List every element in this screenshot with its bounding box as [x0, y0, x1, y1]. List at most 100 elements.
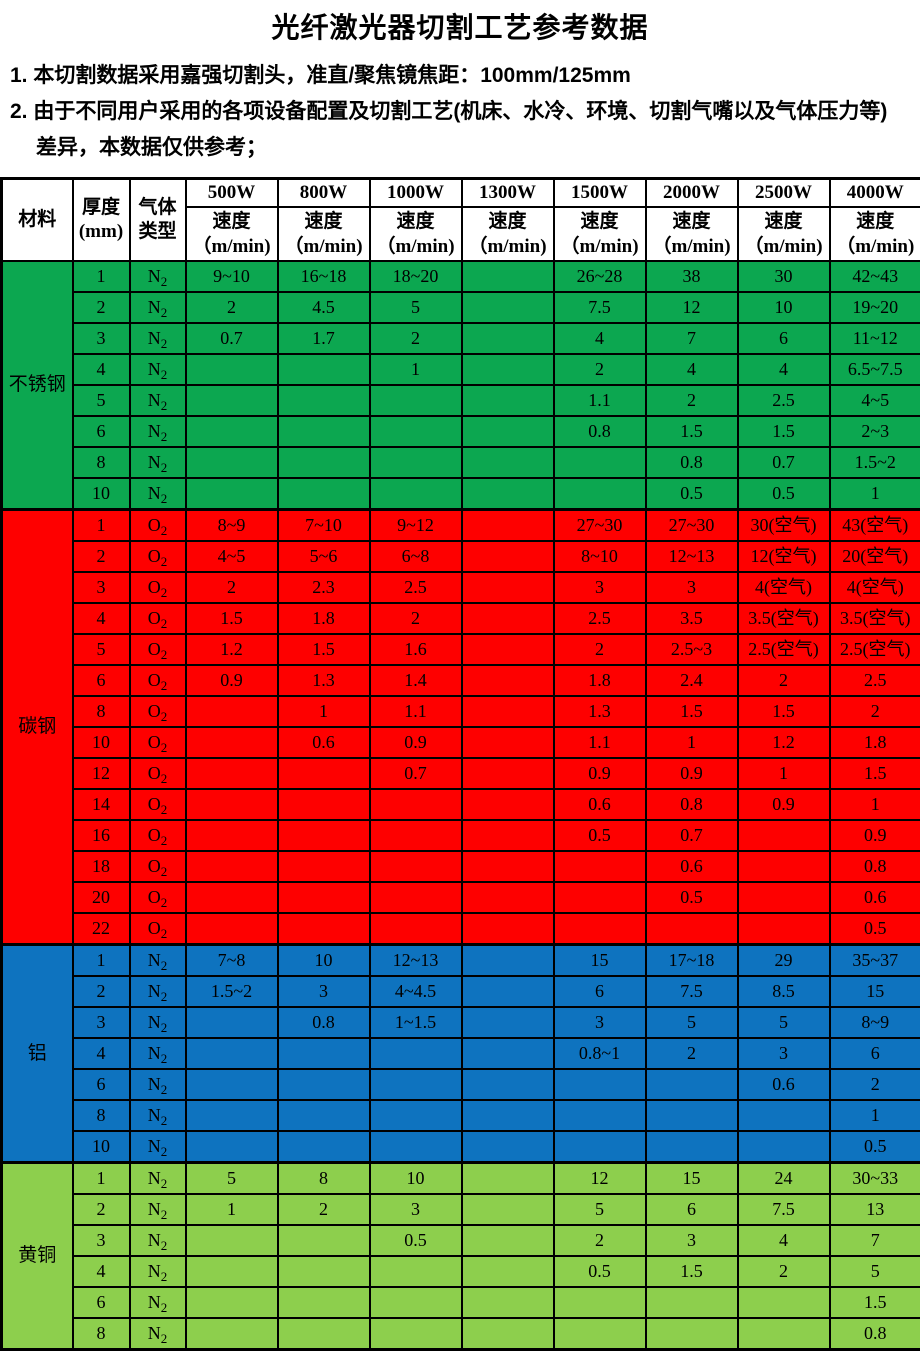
speed-cell — [370, 913, 462, 945]
speed-cell: 1.1 — [370, 696, 462, 727]
speed-cell: 1.5~2 — [830, 447, 920, 478]
speed-cell — [646, 1100, 738, 1131]
gas-cell: O2 — [130, 541, 186, 572]
speed-cell — [186, 820, 278, 851]
speed-cell — [462, 385, 554, 416]
speed-cell: 8.5 — [738, 976, 830, 1007]
power-header-500w: 500W — [186, 179, 278, 207]
thickness-cell: 6 — [73, 1287, 130, 1318]
speed-cell — [278, 1225, 370, 1256]
speed-unit: （m/min) — [376, 236, 454, 257]
speed-cell — [462, 541, 554, 572]
speed-cell: 3 — [554, 1007, 646, 1038]
speed-cell — [278, 385, 370, 416]
speed-cell — [278, 1100, 370, 1131]
speed-cell: 1 — [830, 478, 920, 510]
speed-cell — [186, 1256, 278, 1287]
speed-cell: 10 — [738, 292, 830, 323]
speed-cell — [462, 727, 554, 758]
speed-cell — [278, 447, 370, 478]
speed-cell — [462, 820, 554, 851]
thickness-cell: 3 — [73, 1007, 130, 1038]
speed-cell: 1.8 — [830, 727, 920, 758]
speed-cell: 11~12 — [830, 323, 920, 354]
speed-cell — [462, 944, 554, 976]
speed-label: 速度 — [396, 211, 434, 232]
gas-cell: N2 — [130, 1038, 186, 1069]
gas-cell: N2 — [130, 976, 186, 1007]
speed-cell — [554, 913, 646, 945]
speed-cell: 3 — [646, 1225, 738, 1256]
speed-cell — [462, 354, 554, 385]
speed-cell: 2 — [370, 323, 462, 354]
speed-cell: 0.9 — [738, 789, 830, 820]
speed-cell: 0.9 — [830, 820, 920, 851]
speed-cell: 2 — [554, 1225, 646, 1256]
speed-label: 速度 — [764, 211, 802, 232]
speed-cell: 7.5 — [738, 1194, 830, 1225]
speed-cell — [738, 913, 830, 945]
thickness-cell: 18 — [73, 851, 130, 882]
gas-cell: N2 — [130, 1007, 186, 1038]
speed-cell — [462, 1194, 554, 1225]
speed-cell — [462, 789, 554, 820]
note-1-number: 1. — [10, 64, 28, 87]
speed-cell: 12 — [554, 1162, 646, 1194]
speed-cell — [462, 572, 554, 603]
speed-label: 速度 — [488, 211, 526, 232]
gas-cell: N2 — [130, 1225, 186, 1256]
material-cell-黄铜: 黄铜 — [2, 1162, 73, 1349]
thickness-cell: 14 — [73, 789, 130, 820]
gas-cell: O2 — [130, 509, 186, 541]
thickness-cell: 8 — [73, 1100, 130, 1131]
gas-cell: O2 — [130, 696, 186, 727]
speed-cell — [462, 603, 554, 634]
speed-cell: 30~33 — [830, 1162, 920, 1194]
speed-cell — [186, 354, 278, 385]
gas-cell: O2 — [130, 634, 186, 665]
gas-cell: N2 — [130, 447, 186, 478]
note-2-number: 2. — [10, 100, 28, 123]
speed-cell: 0.7 — [186, 323, 278, 354]
speed-cell: 0.8 — [830, 851, 920, 882]
speed-cell — [370, 1100, 462, 1131]
speed-cell — [462, 1225, 554, 1256]
speed-cell: 27~30 — [554, 509, 646, 541]
speed-cell — [462, 1069, 554, 1100]
speed-cell: 0.8 — [554, 416, 646, 447]
speed-cell — [554, 1318, 646, 1350]
material-cell-不锈钢: 不锈钢 — [2, 261, 73, 510]
speed-cell — [186, 1069, 278, 1100]
speed-cell: 42~43 — [830, 261, 920, 292]
speed-cell: 0.5 — [830, 913, 920, 945]
speed-cell — [370, 1256, 462, 1287]
speed-cell — [186, 913, 278, 945]
speed-cell — [186, 478, 278, 510]
speed-cell — [462, 1287, 554, 1318]
speed-cell: 2 — [554, 354, 646, 385]
speed-cell: 3 — [554, 572, 646, 603]
speed-cell — [738, 882, 830, 913]
thickness-cell: 8 — [73, 1318, 130, 1350]
speed-cell: 6 — [646, 1194, 738, 1225]
thickness-cell: 10 — [73, 1131, 130, 1163]
speed-cell — [554, 478, 646, 510]
gas-cell: O2 — [130, 758, 186, 789]
speed-cell — [278, 354, 370, 385]
note-1: 1. 本切割数据采用嘉强切割头，准直/聚焦镜焦距：100mm/125mm — [10, 58, 898, 94]
speed-cell — [554, 1287, 646, 1318]
speed-cell: 24 — [738, 1162, 830, 1194]
speed-cell — [186, 416, 278, 447]
speed-cell: 29 — [738, 944, 830, 976]
speed-cell: 5 — [554, 1194, 646, 1225]
